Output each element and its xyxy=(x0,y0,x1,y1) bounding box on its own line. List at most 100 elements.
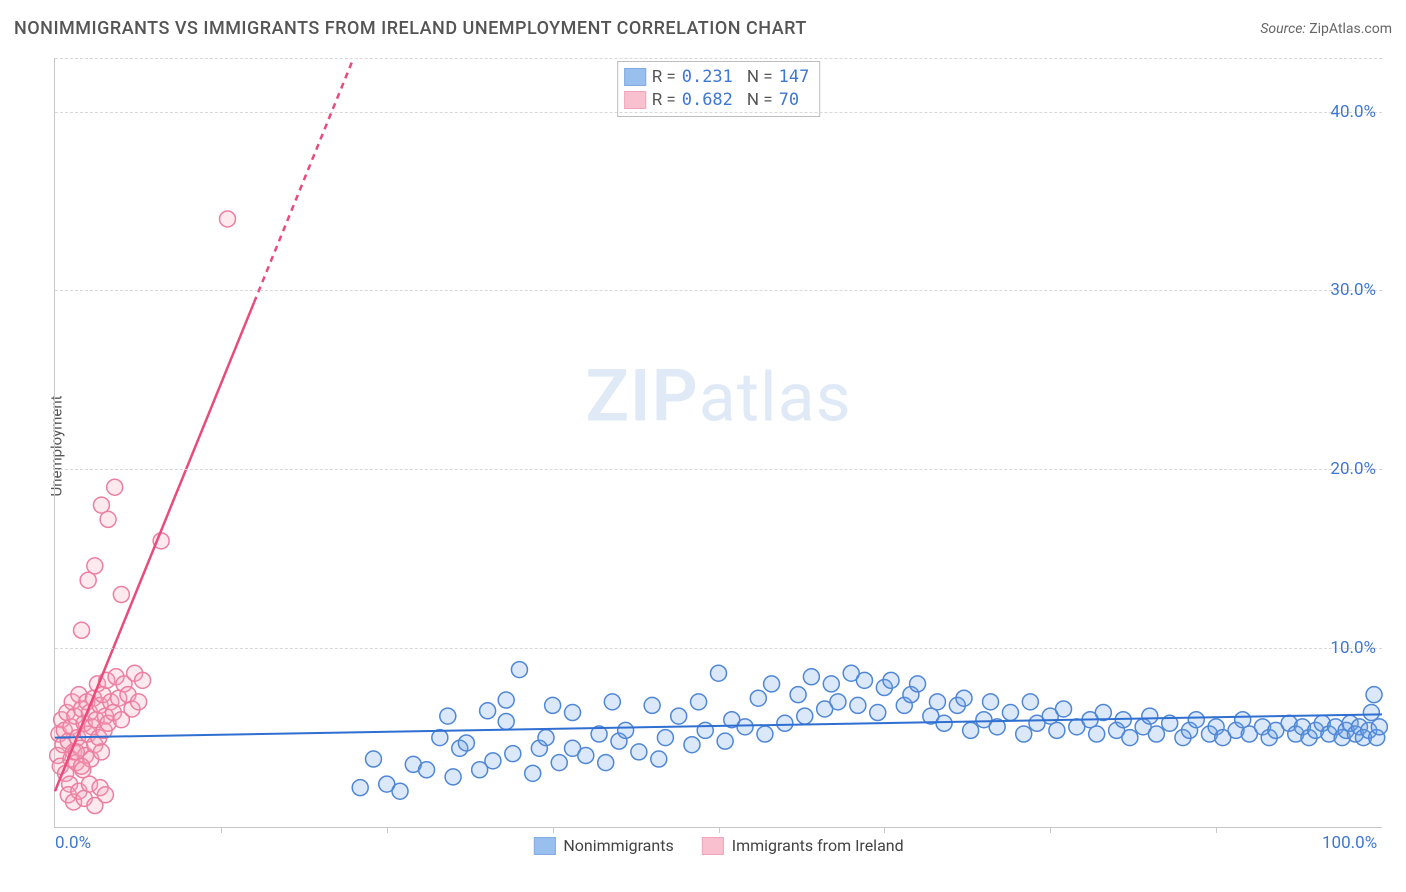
data-point xyxy=(578,747,594,763)
y-tick-label: 20.0% xyxy=(1330,459,1376,479)
data-point xyxy=(93,744,109,760)
source-label: Source: ZipAtlas.com xyxy=(1260,21,1392,37)
data-point xyxy=(684,737,700,753)
stats-row-nonimmigrants: R = 0.231 N = 147 xyxy=(624,66,810,89)
chart-svg xyxy=(55,58,1382,827)
data-point xyxy=(850,697,866,713)
data-point xyxy=(691,694,707,710)
data-point xyxy=(1002,705,1018,721)
data-point xyxy=(657,730,673,746)
data-point xyxy=(750,690,766,706)
y-tick-label: 30.0% xyxy=(1330,280,1376,300)
data-point xyxy=(538,730,554,746)
y-tick-label: 10.0% xyxy=(1330,638,1376,658)
data-point xyxy=(445,769,461,785)
data-point xyxy=(1022,694,1038,710)
data-point xyxy=(963,722,979,738)
trend-line xyxy=(254,58,354,302)
data-point xyxy=(644,697,660,713)
data-point xyxy=(618,722,634,738)
swatch-immigrants xyxy=(624,91,646,109)
data-point xyxy=(1122,730,1138,746)
data-point xyxy=(711,665,727,681)
n-value-immigrants: 70 xyxy=(779,89,799,112)
data-point xyxy=(551,755,567,771)
stats-row-immigrants: R = 0.682 N = 70 xyxy=(624,89,810,112)
data-point xyxy=(1235,712,1251,728)
data-point xyxy=(830,694,846,710)
data-point xyxy=(220,211,236,227)
data-point xyxy=(93,497,109,513)
data-point xyxy=(956,690,972,706)
data-point xyxy=(365,751,381,767)
data-point xyxy=(910,676,926,692)
data-point xyxy=(392,783,408,799)
y-tick-label: 40.0% xyxy=(1330,102,1376,122)
data-point xyxy=(717,733,733,749)
data-point xyxy=(936,715,952,731)
data-point xyxy=(1188,712,1204,728)
x-tick-label: 0.0% xyxy=(55,833,91,853)
swatch-nonimmigrants xyxy=(624,68,646,86)
data-point xyxy=(107,479,123,495)
data-point xyxy=(823,676,839,692)
data-point xyxy=(1363,705,1379,721)
data-point xyxy=(1089,726,1105,742)
data-point xyxy=(1056,701,1072,717)
data-point xyxy=(511,662,527,678)
swatch-immigrants-icon xyxy=(702,837,724,855)
data-point xyxy=(598,755,614,771)
data-point xyxy=(97,787,113,803)
data-point xyxy=(1371,719,1387,735)
r-value-nonimmigrants: 0.231 xyxy=(682,66,733,89)
data-point xyxy=(983,694,999,710)
data-point xyxy=(458,735,474,751)
data-point xyxy=(671,708,687,724)
data-point xyxy=(697,722,713,738)
data-point xyxy=(485,753,501,769)
r-value-immigrants: 0.682 xyxy=(682,89,733,112)
data-point xyxy=(1366,687,1382,703)
data-point xyxy=(856,672,872,688)
data-point xyxy=(764,676,780,692)
data-point xyxy=(87,558,103,574)
data-point xyxy=(419,762,435,778)
data-point xyxy=(480,703,496,719)
data-point xyxy=(790,687,806,703)
data-point xyxy=(113,587,129,603)
data-point xyxy=(1148,726,1164,742)
data-point xyxy=(100,511,116,527)
chart-plot-area: ZIPatlas R = 0.231 N = 147 R = 0.682 N =… xyxy=(54,58,1382,828)
legend-item-immigrants: Immigrants from Ireland xyxy=(702,836,904,855)
data-point xyxy=(545,697,561,713)
data-point xyxy=(74,622,90,638)
data-point xyxy=(1016,726,1032,742)
data-point xyxy=(131,694,147,710)
data-point xyxy=(737,719,753,735)
data-point xyxy=(777,715,793,731)
data-point xyxy=(565,705,581,721)
data-point xyxy=(498,713,514,729)
swatch-nonimmigrants-icon xyxy=(533,837,555,855)
data-point xyxy=(604,694,620,710)
x-tick-label: 100.0% xyxy=(1322,833,1377,853)
bottom-legend: Nonimmigrants Immigrants from Ireland xyxy=(533,836,903,855)
data-point xyxy=(1142,708,1158,724)
data-point xyxy=(440,708,456,724)
data-point xyxy=(803,669,819,685)
data-point xyxy=(870,705,886,721)
data-point xyxy=(352,780,368,796)
data-point xyxy=(651,751,667,767)
chart-title: NONIMMIGRANTS VS IMMIGRANTS FROM IRELAND… xyxy=(14,18,807,39)
stats-legend-box: R = 0.231 N = 147 R = 0.682 N = 70 xyxy=(617,61,821,117)
trend-line xyxy=(55,302,254,791)
data-point xyxy=(525,765,541,781)
data-point xyxy=(883,672,899,688)
data-point xyxy=(929,694,945,710)
data-point xyxy=(135,672,151,688)
n-value-nonimmigrants: 147 xyxy=(779,66,810,89)
data-point xyxy=(505,746,521,762)
data-point xyxy=(432,730,448,746)
legend-item-nonimmigrants: Nonimmigrants xyxy=(533,836,673,855)
data-point xyxy=(757,726,773,742)
